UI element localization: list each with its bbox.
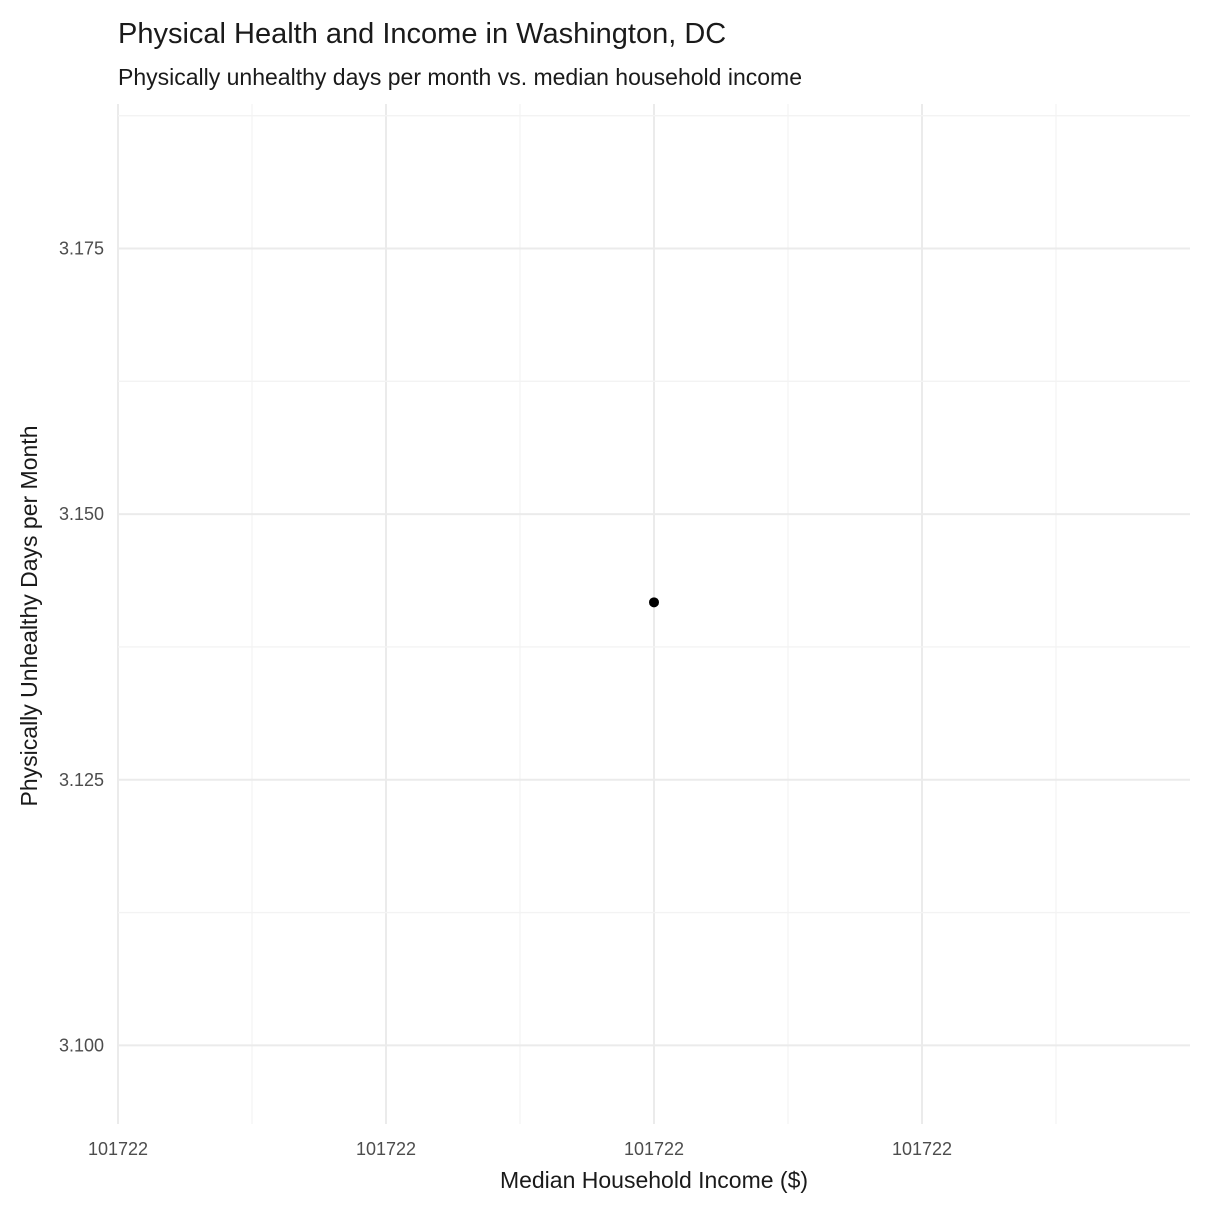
data-points [649, 597, 659, 608]
plot-panel [117, 104, 1190, 1124]
y-axis-title: Physically Unhealthy Days per Month [16, 426, 42, 807]
data-point [649, 597, 659, 608]
x-axis-title: Median Household Income ($) [500, 1167, 808, 1193]
y-tick-label: 3.175 [59, 239, 104, 259]
y-tick-labels: 3.100 3.125 3.150 3.175 [59, 239, 104, 1056]
x-tick-labels: 101722 101722 101722 101722 [88, 1139, 952, 1159]
chart-subtitle: Physically unhealthy days per month vs. … [118, 64, 802, 90]
y-tick-label: 3.125 [59, 770, 104, 790]
chart-title: Physical Health and Income in Washington… [118, 18, 726, 50]
x-tick-label: 101722 [624, 1139, 684, 1159]
y-tick-label: 3.100 [59, 1035, 104, 1055]
x-tick-label: 101722 [88, 1139, 148, 1159]
y-tick-label: 3.150 [59, 504, 104, 524]
x-tick-label: 101722 [892, 1139, 952, 1159]
x-tick-label: 101722 [356, 1139, 416, 1159]
